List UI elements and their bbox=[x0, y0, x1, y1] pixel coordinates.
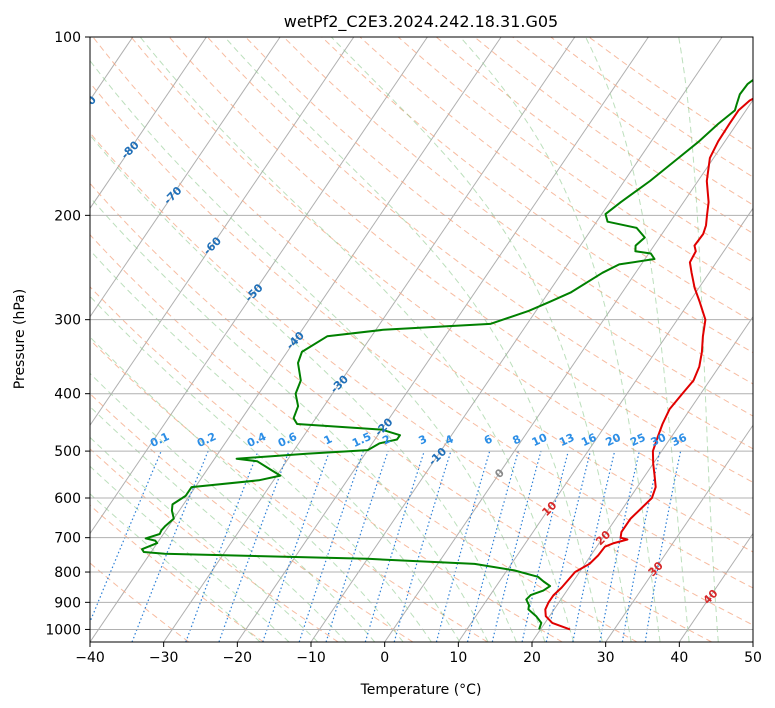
mixing-ratio-line bbox=[466, 450, 519, 642]
y-tick-label: 400 bbox=[54, 387, 81, 403]
x-tick-label: 0 bbox=[380, 650, 389, 666]
plot-frame bbox=[89, 36, 754, 643]
isotherm bbox=[236, 37, 649, 642]
dry-adiabat bbox=[130, 37, 753, 518]
moist-adiabat bbox=[90, 59, 546, 642]
mixing-ratio-line bbox=[325, 450, 389, 642]
isotherm bbox=[384, 99, 753, 642]
profile-line-0 bbox=[544, 97, 753, 631]
x-tick-label: 10 bbox=[449, 650, 467, 666]
chart-title: wetPf2_C2E3.2024.242.18.31.G05 bbox=[284, 12, 558, 32]
mixing-ratio-label: 16 bbox=[579, 431, 599, 449]
x-tick-label: 20 bbox=[523, 650, 541, 666]
profile-line-1 bbox=[141, 78, 753, 630]
dry-adiabat bbox=[90, 182, 712, 642]
isotherm bbox=[90, 37, 281, 318]
isotherm bbox=[678, 532, 753, 642]
dry-adiabat bbox=[92, 37, 753, 553]
moist-adiabat bbox=[90, 493, 261, 642]
x-tick-label: 40 bbox=[670, 650, 688, 666]
mixing-ratio-line bbox=[393, 450, 452, 642]
mixing-ratio-label: 13 bbox=[557, 431, 576, 449]
mixing-ratio-line bbox=[572, 450, 616, 642]
y-tick-label: 900 bbox=[54, 595, 81, 611]
isotherm bbox=[90, 37, 502, 642]
x-tick-label: 50 bbox=[744, 650, 762, 666]
y-tick-label: 600 bbox=[54, 491, 81, 507]
dry-adiabat bbox=[90, 286, 563, 642]
y-tick-label: 800 bbox=[54, 565, 81, 581]
dry-adiabat bbox=[283, 37, 753, 385]
mixing-ratio-line bbox=[262, 450, 331, 642]
profile-lines bbox=[141, 78, 753, 631]
x-tick-label: −40 bbox=[75, 650, 105, 666]
moist-adiabat bbox=[90, 372, 376, 642]
dry-adiabat bbox=[359, 37, 753, 323]
y-axis: 100 200 300 400 500 600 700 800 900 1000 bbox=[45, 30, 90, 638]
y-tick-label: 500 bbox=[54, 444, 81, 460]
background-lines bbox=[90, 37, 753, 642]
y-tick-label: 1000 bbox=[45, 622, 81, 638]
mixing-ratio-line bbox=[131, 450, 209, 642]
moist-adiabat bbox=[678, 37, 719, 642]
y-tick-label: 700 bbox=[54, 531, 81, 547]
isotherm bbox=[457, 207, 753, 642]
pressure-gridlines bbox=[90, 37, 753, 630]
moist-adiabat bbox=[330, 37, 632, 642]
mixing-ratio-line bbox=[298, 450, 364, 642]
x-tick-label: −10 bbox=[296, 650, 326, 666]
isotherm bbox=[605, 424, 753, 642]
mixing-ratio-label: 36 bbox=[669, 431, 689, 449]
mixing-ratio-line bbox=[218, 450, 290, 642]
y-tick-label: 200 bbox=[54, 208, 81, 224]
mixing-ratio-label: 25 bbox=[628, 431, 647, 449]
dry-adiabat bbox=[90, 234, 638, 642]
moist-adiabat bbox=[90, 465, 290, 642]
background-line-labels: -100-90-80-70-60-50-40-30-20-10010203040… bbox=[76, 93, 721, 607]
x-tick-label: −20 bbox=[223, 650, 253, 666]
moist-adiabat bbox=[585, 37, 690, 642]
y-tick-label: 100 bbox=[54, 30, 81, 46]
mixing-ratio-line bbox=[185, 450, 259, 642]
moist-adiabat bbox=[90, 196, 489, 642]
isotherm bbox=[90, 37, 207, 210]
mixing-ratio-label: 20 bbox=[603, 431, 623, 449]
mixing-ratio-line bbox=[90, 450, 162, 624]
mixing-ratio-label: 10 bbox=[530, 431, 550, 449]
dry-adiabat bbox=[90, 82, 753, 589]
moist-adiabat bbox=[90, 295, 432, 642]
moist-adiabat bbox=[459, 37, 661, 642]
x-tick-label: 30 bbox=[597, 650, 615, 666]
x-axis: −40 −30 −20 −10 0 10 20 30 40 50 bbox=[75, 642, 762, 666]
isotherm bbox=[90, 37, 428, 535]
moist-adiabat bbox=[224, 37, 603, 642]
y-axis-label: Pressure (hPa) bbox=[12, 289, 28, 389]
mixing-ratio-line bbox=[545, 450, 591, 642]
mixing-ratio-label: 30 bbox=[649, 431, 669, 449]
dry-adiabat bbox=[168, 37, 753, 483]
dry-adiabat bbox=[90, 132, 753, 626]
y-tick-label: 300 bbox=[54, 313, 81, 329]
mixing-ratio-line bbox=[521, 450, 569, 642]
moist-adiabat bbox=[90, 336, 404, 642]
x-tick-label: −30 bbox=[149, 650, 179, 666]
dry-adiabat bbox=[321, 37, 753, 354]
mixing-ratio-line bbox=[364, 450, 425, 642]
isotherm bbox=[531, 315, 753, 642]
moist-adiabat bbox=[139, 37, 575, 642]
mixing-ratio-line bbox=[491, 450, 542, 642]
x-axis-label: Temperature (°C) bbox=[360, 682, 482, 698]
isotherm bbox=[90, 37, 355, 427]
isotherm bbox=[163, 37, 576, 642]
moist-adiabat bbox=[90, 436, 319, 642]
dry-adiabat bbox=[90, 504, 264, 642]
dry-adiabat-label: -90 bbox=[76, 93, 99, 116]
